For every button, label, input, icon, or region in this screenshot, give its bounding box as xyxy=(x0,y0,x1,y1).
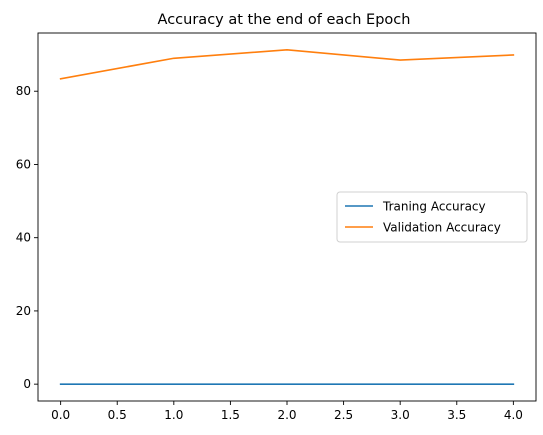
x-axis: 0.0 0.5 1.0 1.5 2.0 2.5 3.0 3.5 4.0 xyxy=(51,401,523,422)
x-tick-label: 3.0 xyxy=(391,408,410,422)
x-tick-label: 1.5 xyxy=(221,408,240,422)
x-tick-label: 1.0 xyxy=(164,408,183,422)
y-tick-label: 60 xyxy=(16,157,31,171)
legend: Traning Accuracy Validation Accuracy xyxy=(336,191,528,243)
series-line-1 xyxy=(59,49,515,80)
y-axis: 0 20 40 60 80 xyxy=(16,84,38,391)
y-tick-label: 0 xyxy=(23,377,31,391)
chart-title: Accuracy at the end of each Epoch xyxy=(158,12,411,28)
x-tick-label: 0.5 xyxy=(108,408,127,422)
x-tick-label: 0.0 xyxy=(51,408,70,422)
y-tick-label: 20 xyxy=(16,304,31,318)
legend-label-0: Traning Accuracy xyxy=(382,200,486,214)
y-tick-label: 80 xyxy=(16,84,31,98)
x-tick-label: 4.0 xyxy=(504,408,523,422)
x-tick-label: 3.5 xyxy=(447,408,466,422)
y-tick-label: 40 xyxy=(16,231,31,245)
legend-label-1: Validation Accuracy xyxy=(383,221,501,235)
x-tick-label: 2.0 xyxy=(277,408,296,422)
x-tick-label: 2.5 xyxy=(334,408,353,422)
plot-area xyxy=(59,49,515,385)
legend-box xyxy=(336,191,528,243)
